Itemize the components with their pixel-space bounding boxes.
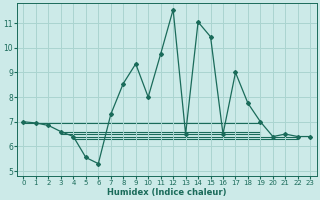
X-axis label: Humidex (Indice chaleur): Humidex (Indice chaleur) bbox=[107, 188, 227, 197]
